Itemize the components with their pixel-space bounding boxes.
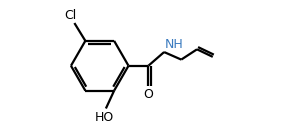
Text: O: O xyxy=(143,88,153,101)
Text: HO: HO xyxy=(95,111,114,124)
Text: NH: NH xyxy=(165,38,183,51)
Text: Cl: Cl xyxy=(64,9,76,22)
